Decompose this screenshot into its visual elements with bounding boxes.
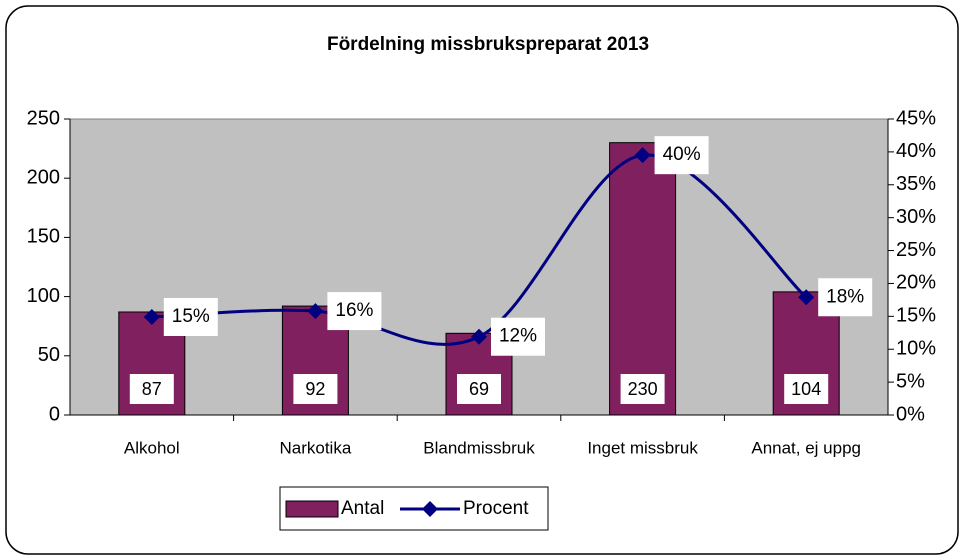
x-tick-label: Blandmissbruk [423,438,535,457]
y-tick-label: 0 [49,403,60,425]
bar [609,142,677,416]
y2-tick-label: 25% [896,239,936,261]
y2-tick-label: 45% [896,107,936,129]
bar-value-label: 69 [469,379,489,399]
bar-label-box [129,374,174,404]
y2-tick-label: 35% [896,173,936,195]
y-tick-label: 50 [38,344,60,366]
y-tick-label: 200 [27,166,60,188]
bar-value-label: 104 [791,379,821,399]
y2-tick-label: 5% [896,370,925,392]
x-tick-label: Inget missbruk [587,438,698,457]
bar-value-label: 92 [305,379,325,399]
legend-label: Procent [463,498,529,519]
line-marker [471,328,487,345]
bar-label-box [620,374,665,404]
line-value-label: 15% [172,306,210,327]
line-value-label: 18% [826,286,864,307]
line-marker [143,308,160,325]
bar-label-box [293,374,338,404]
line-label-box [818,278,873,317]
line-label-box [654,136,709,175]
chart-title: Fördelning missbrukspreparat 2013 [327,34,649,55]
y2-tick-label: 20% [896,272,936,294]
bar-value-label: 87 [142,379,162,399]
y2-tick-label: 15% [896,305,936,327]
line-value-label: 16% [335,300,373,321]
line-value-label: 40% [663,144,701,165]
line-marker [307,303,324,320]
line-label-box [491,317,545,356]
x-tick-label: Alkohol [124,438,180,457]
bar-label-box [784,374,829,404]
x-tick-label: Annat, ej uppg [751,438,861,457]
y2-tick-label: 30% [896,206,936,228]
line-marker [798,289,815,306]
y-tick-label: 250 [27,107,60,129]
legend-marker [422,501,438,517]
x-tick-label: Narkotika [279,438,351,457]
y-tick-label: 100 [27,285,60,307]
bar-value-label: 230 [628,379,658,399]
y2-tick-label: 40% [896,140,936,162]
legend-swatch [285,500,339,518]
bar-label-box [457,374,501,404]
y2-tick-label: 10% [896,338,936,360]
line-marker [634,147,651,164]
y2-tick-label: 0% [896,403,925,425]
legend-label: Antal [341,498,384,519]
y-tick-label: 150 [27,226,60,248]
line-label-box [163,297,218,336]
line-value-label: 12% [499,326,537,347]
line-label-box [327,292,382,331]
